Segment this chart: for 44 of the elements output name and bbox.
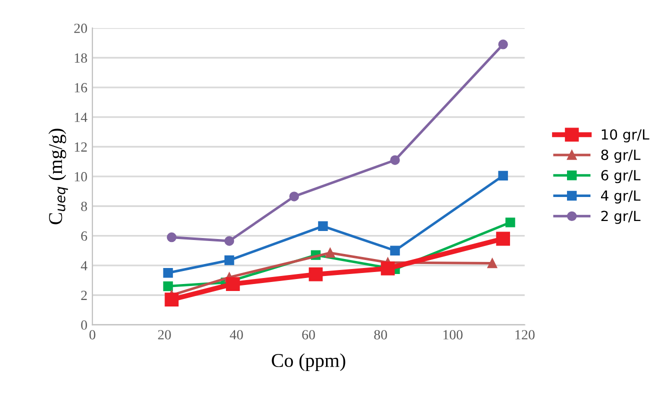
- point: [163, 281, 173, 292]
- y-axis-title: C$_{ueq}$ (mg/g): [48, 128, 68, 224]
- point: [318, 221, 328, 232]
- y-tick-label: 12: [74, 142, 87, 152]
- y-tick-label: 8: [81, 202, 88, 212]
- point: [166, 232, 177, 242]
- point: [498, 170, 508, 181]
- legend-label: 6 gr/L: [601, 170, 640, 184]
- point: [325, 248, 336, 258]
- point: [226, 277, 240, 291]
- legend-label: 4 gr/L: [601, 190, 640, 204]
- x-tick-label: 20: [158, 330, 171, 340]
- point: [308, 267, 323, 282]
- y-tick-label: 20: [74, 24, 88, 34]
- y-tick-label: 4: [80, 261, 88, 270]
- y-tick-label: 2: [81, 290, 87, 300]
- point: [390, 155, 400, 165]
- y-tick-label: 14: [74, 112, 88, 122]
- x-tick-label: 40: [230, 330, 243, 340]
- y-tick-label: 10: [74, 172, 88, 182]
- point: [224, 255, 234, 266]
- point: [164, 292, 179, 307]
- point: [487, 258, 498, 268]
- point: [390, 246, 400, 256]
- x-tick-label: 100: [443, 330, 463, 340]
- point: [380, 261, 395, 276]
- x-tick-label: 60: [302, 330, 315, 340]
- point: [505, 218, 516, 228]
- legend-label: 8 gr/L: [601, 150, 640, 163]
- x-tick-label: 0: [89, 330, 96, 340]
- point: [498, 40, 508, 50]
- y-tick-label: 16: [74, 83, 88, 92]
- y-tick-label: 18: [74, 53, 88, 63]
- point: [289, 192, 299, 202]
- x-tick-label: 120: [516, 330, 535, 340]
- y-tick-label: 6: [81, 231, 88, 241]
- y-tick-label: 0: [81, 320, 88, 330]
- legend-label: 10 gr/L: [602, 129, 650, 142]
- legend-label: 2 gr/L: [601, 210, 640, 224]
- point: [163, 268, 173, 278]
- point: [224, 236, 234, 246]
- x-tick-label: 80: [374, 330, 388, 340]
- x-axis-title: Co (ppm): [272, 353, 346, 372]
- point: [496, 232, 510, 246]
